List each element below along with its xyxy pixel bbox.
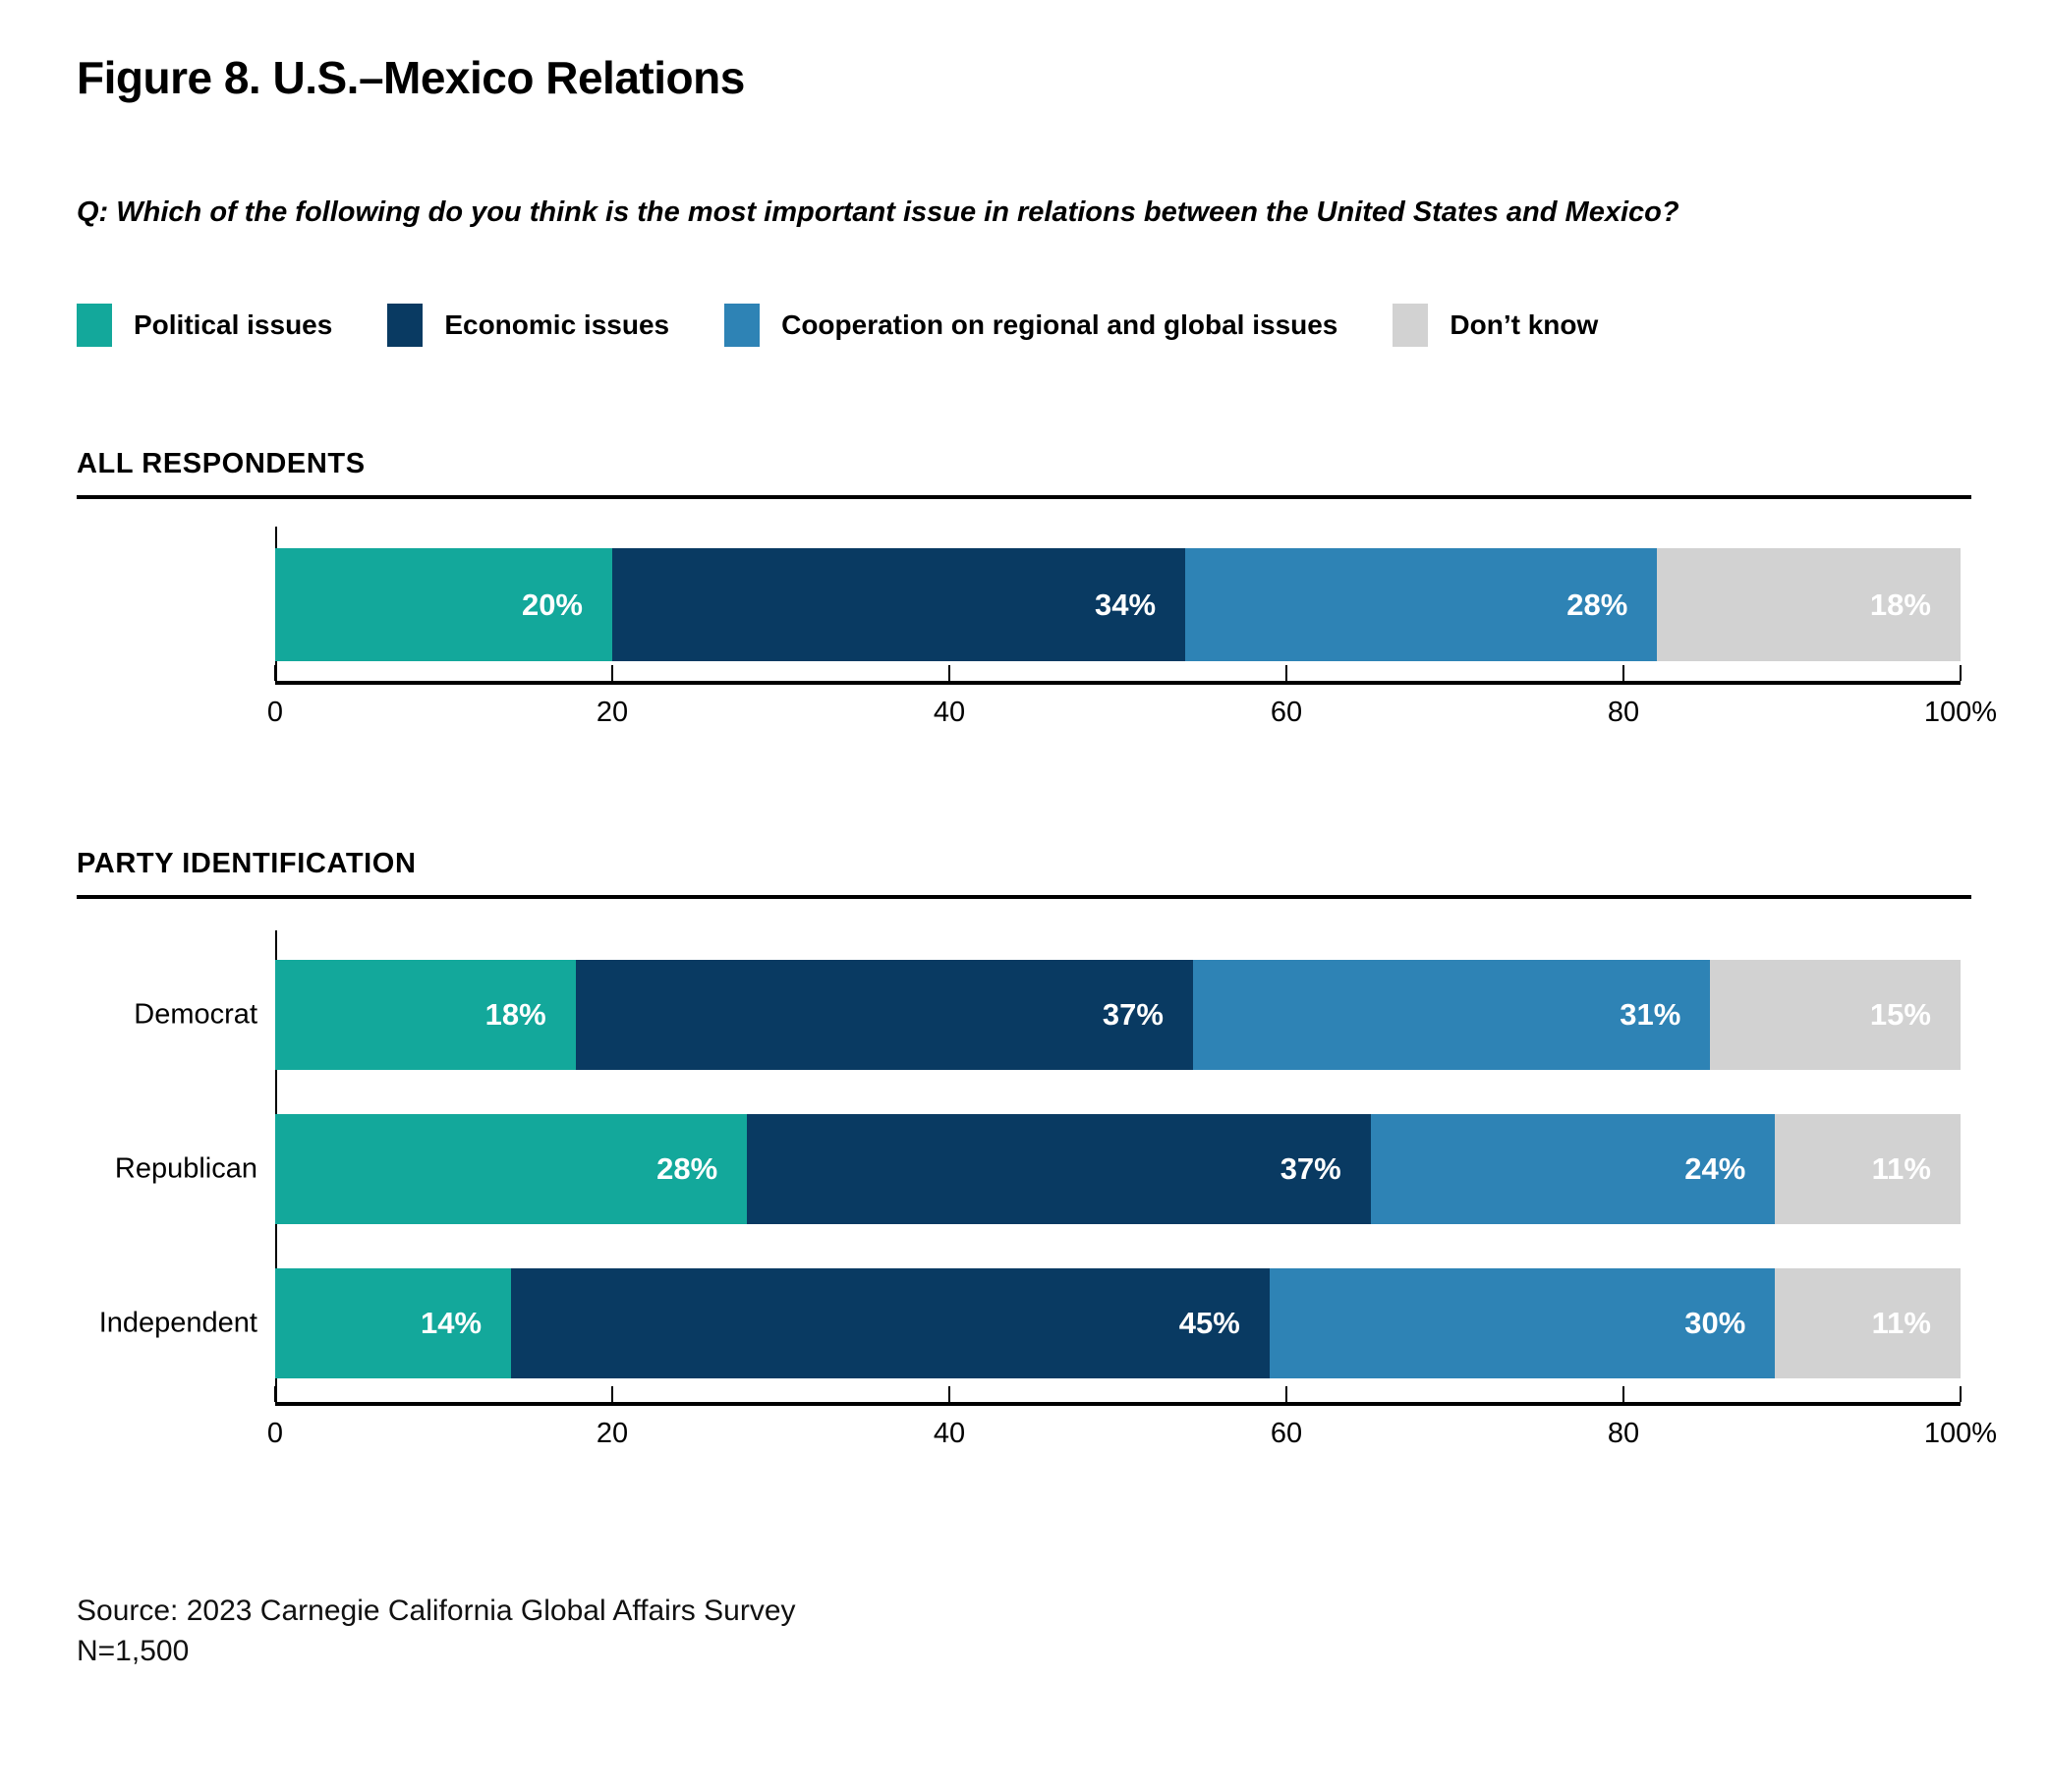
- axis-tick-label: 0: [266, 697, 284, 728]
- sample-size: N=1,500: [77, 1635, 190, 1667]
- section-rule: [77, 895, 1971, 899]
- legend-swatch: [77, 304, 112, 347]
- category-label: Republican: [114, 1152, 257, 1185]
- section-party-identification: PARTY IDENTIFICATION Democrat 18% 37% 31% 15…: [77, 848, 1997, 1455]
- axis-tick-label: 40: [933, 697, 966, 728]
- legend-item: Political issues: [77, 304, 332, 347]
- legend-swatch: [1393, 304, 1429, 347]
- legend-item: Don’t know: [1393, 304, 1598, 347]
- category-label: Independent: [98, 1307, 257, 1339]
- legend-item: Cooperation on regional and global issue…: [724, 304, 1337, 347]
- bar-value-label: 34%: [1095, 587, 1157, 622]
- category-label: Democrat: [134, 998, 257, 1031]
- chart-party-identification: Democrat 18% 37% 31% 15% Republican 28% 37% 24% 1…: [99, 930, 1997, 1455]
- bar-value-label: 30%: [1684, 1306, 1746, 1340]
- bar-segment-economic-issues: 34%: [612, 548, 1186, 661]
- legend-swatch: [387, 304, 424, 347]
- bar-value-label: 45%: [1178, 1306, 1240, 1340]
- bar-value-label: 15%: [1869, 997, 1931, 1032]
- bar-row-republican: Republican 28% 37% 24% 11%: [115, 1114, 1961, 1224]
- axis-tick: [611, 665, 613, 681]
- bar-row-all-respondents: 20% 34% 28% 18%: [275, 548, 1961, 661]
- axis-tick: [274, 665, 276, 681]
- axis-tick-label: 80: [1607, 1418, 1640, 1449]
- axis-tick: [611, 1386, 613, 1402]
- bar-segment-economic-issues: 37%: [575, 960, 1193, 1070]
- axis-tick-label: 20: [596, 1418, 629, 1449]
- bar-segment-cooperation-on-regional-and-global-issues: 30%: [1269, 1268, 1776, 1378]
- survey-question: Q: Which of the following do you think i…: [77, 196, 1679, 228]
- section-all-respondents: ALL RESPONDENTS 20% 34% 28% 18% 0 20 40 60 80 10…: [77, 448, 1997, 734]
- x-axis-line: [274, 1386, 1962, 1406]
- x-axis-line: [274, 665, 1962, 685]
- bar-value-label: 37%: [1102, 997, 1164, 1032]
- axis-tick-label: 40: [933, 1418, 966, 1449]
- axis-tick-label: 60: [1270, 697, 1303, 728]
- legend-swatch: [724, 304, 761, 347]
- x-axis-tick-labels: 0 20 40 60 80 100%: [267, 697, 1997, 734]
- x-axis-tick-labels: 0 20 40 60 80 100%: [267, 1418, 1997, 1455]
- bar-value-label: 24%: [1684, 1151, 1746, 1186]
- legend-item: Economic issues: [387, 304, 669, 347]
- bar-segment-don-t-know: 18%: [1657, 548, 1961, 661]
- bar-value-label: 11%: [1871, 1306, 1931, 1340]
- legend-label: Economic issues: [444, 309, 670, 340]
- axis-tick: [1622, 1386, 1624, 1402]
- bar-value-label: 20%: [521, 587, 583, 622]
- legend: Political issues Economic issues Cooperati…: [77, 304, 1971, 347]
- axis-tick: [948, 665, 950, 681]
- axis-tick-label: 20: [596, 697, 629, 728]
- axis-tick-label: 60: [1270, 1418, 1303, 1449]
- bar-value-label: 18%: [484, 997, 546, 1032]
- axis-tick: [1960, 1386, 1962, 1402]
- axis-tick-label: 80: [1607, 697, 1640, 728]
- legend-label: Political issues: [134, 309, 333, 340]
- figure-title: Figure 8. U.S.–Mexico Relations: [77, 52, 745, 103]
- legend-label: Cooperation on regional and global issue…: [781, 309, 1338, 340]
- bar-segment-political-issues: 20%: [275, 548, 612, 661]
- bar-segment-cooperation-on-regional-and-global-issues: 24%: [1370, 1114, 1776, 1224]
- source-note: Source: 2023 Carnegie California Global …: [77, 1591, 1971, 1671]
- bar-value-label: 18%: [1869, 587, 1931, 622]
- axis-tick-label: 100%: [1923, 1418, 1998, 1449]
- axis-tick: [1285, 665, 1287, 681]
- bar-value-label: 14%: [421, 1306, 483, 1340]
- bar-value-label: 11%: [1871, 1151, 1931, 1186]
- axis-tick-label: 100%: [1923, 697, 1998, 728]
- axis-tick-label: 0: [266, 1418, 284, 1449]
- section-rule: [77, 495, 1971, 499]
- bar-value-label: 31%: [1620, 997, 1681, 1032]
- axis-tick: [948, 1386, 950, 1402]
- chart-all-respondents: 20% 34% 28% 18% 0 20 40 60 80 100%: [267, 527, 1997, 734]
- bar-segment-don-t-know: 11%: [1775, 1114, 1961, 1224]
- legend-label: Don’t know: [1450, 309, 1599, 340]
- axis-tick: [1960, 665, 1962, 681]
- bar-value-label: 28%: [1566, 587, 1628, 622]
- bar-row-democrat: Democrat 18% 37% 31% 15%: [134, 960, 1961, 1070]
- bar-segment-economic-issues: 45%: [511, 1268, 1270, 1378]
- bar-value-label: 28%: [656, 1151, 718, 1186]
- axis-tick: [1622, 665, 1624, 681]
- section-title-party-identification: PARTY IDENTIFICATION: [77, 848, 417, 879]
- axis-tick: [1285, 1386, 1287, 1402]
- bar-segment-don-t-know: 15%: [1710, 960, 1961, 1070]
- bar-segment-economic-issues: 37%: [747, 1114, 1371, 1224]
- bar-segment-don-t-know: 11%: [1775, 1268, 1961, 1378]
- bars-area: 20% 34% 28% 18%: [275, 527, 1961, 681]
- bar-row-independent: Independent 14% 45% 30% 11%: [99, 1268, 1961, 1378]
- bar-segment-cooperation-on-regional-and-global-issues: 28%: [1185, 548, 1658, 661]
- bar-value-label: 37%: [1280, 1151, 1341, 1186]
- source-line: Source: 2023 Carnegie California Global …: [77, 1595, 796, 1627]
- bar-segment-cooperation-on-regional-and-global-issues: 31%: [1192, 960, 1711, 1070]
- bar-segment-political-issues: 18%: [275, 960, 576, 1070]
- axis-tick: [274, 1386, 276, 1402]
- bar-segment-political-issues: 28%: [275, 1114, 748, 1224]
- section-title-all-respondents: ALL RESPONDENTS: [77, 448, 366, 479]
- bar-segment-political-issues: 14%: [275, 1268, 512, 1378]
- bars-area: Democrat 18% 37% 31% 15% Republican 28% 37% 24% 1…: [99, 930, 1961, 1402]
